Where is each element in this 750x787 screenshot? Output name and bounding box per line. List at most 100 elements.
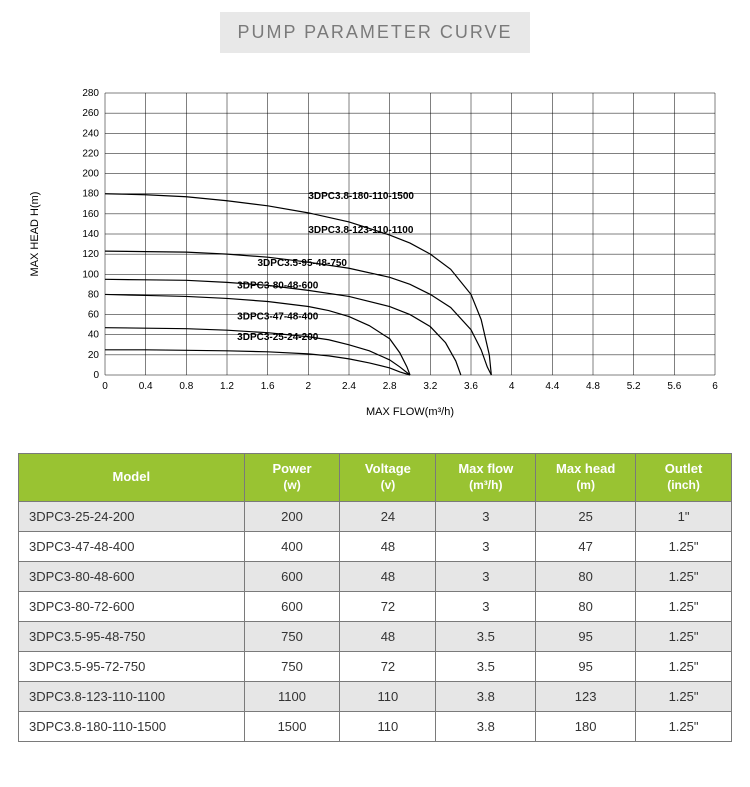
chart-svg: 0204060801001201401601802002202402602800… xyxy=(20,83,730,423)
cell-maxhead: 180 xyxy=(536,711,636,741)
svg-text:6: 6 xyxy=(712,381,718,392)
cell-voltage: 72 xyxy=(340,651,436,681)
svg-text:180: 180 xyxy=(82,189,99,200)
cell-model: 3DPC3-80-48-600 xyxy=(19,561,245,591)
cell-model: 3DPC3.5-95-72-750 xyxy=(19,651,245,681)
table-row: 3DPC3.8-123-110-110011001103.81231.25" xyxy=(19,681,732,711)
cell-maxhead: 95 xyxy=(536,621,636,651)
svg-text:5.6: 5.6 xyxy=(667,381,681,392)
cell-maxhead: 80 xyxy=(536,591,636,621)
svg-text:280: 280 xyxy=(82,88,99,99)
svg-text:0: 0 xyxy=(93,370,99,381)
cell-power: 1100 xyxy=(244,681,340,711)
pump-curve-chart: 0204060801001201401601802002202402602800… xyxy=(20,83,730,423)
svg-text:2.4: 2.4 xyxy=(342,381,356,392)
cell-voltage: 48 xyxy=(340,561,436,591)
cell-outlet: 1.25" xyxy=(636,561,732,591)
cell-model: 3DPC3.5-95-48-750 xyxy=(19,621,245,651)
cell-outlet: 1.25" xyxy=(636,621,732,651)
svg-text:3DPC3-47-48-400: 3DPC3-47-48-400 xyxy=(237,312,319,323)
table-row: 3DPC3.8-180-110-150015001103.81801.25" xyxy=(19,711,732,741)
table-row: 3DPC3.5-95-48-750750483.5951.25" xyxy=(19,621,732,651)
svg-text:MAX FLOW(m³/h): MAX FLOW(m³/h) xyxy=(366,406,454,418)
svg-text:260: 260 xyxy=(82,108,99,119)
cell-outlet: 1.25" xyxy=(636,531,732,561)
svg-text:2.8: 2.8 xyxy=(383,381,397,392)
svg-text:120: 120 xyxy=(82,249,99,260)
column-header-maxflow: Max flow(m³/h) xyxy=(436,454,536,502)
table-row: 3DPC3-80-72-600600723801.25" xyxy=(19,591,732,621)
svg-text:240: 240 xyxy=(82,128,99,139)
svg-text:140: 140 xyxy=(82,229,99,240)
cell-voltage: 110 xyxy=(340,681,436,711)
cell-maxflow: 3 xyxy=(436,591,536,621)
cell-voltage: 24 xyxy=(340,501,436,531)
table-row: 3DPC3-47-48-400400483471.25" xyxy=(19,531,732,561)
cell-model: 3DPC3.8-123-110-1100 xyxy=(19,681,245,711)
svg-text:3DPC3-25-24-200: 3DPC3-25-24-200 xyxy=(237,332,319,343)
cell-model: 3DPC3-25-24-200 xyxy=(19,501,245,531)
svg-text:5.2: 5.2 xyxy=(627,381,641,392)
svg-text:0.4: 0.4 xyxy=(139,381,153,392)
cell-maxflow: 3 xyxy=(436,501,536,531)
cell-model: 3DPC3-47-48-400 xyxy=(19,531,245,561)
table-row: 3DPC3-80-48-600600483801.25" xyxy=(19,561,732,591)
svg-text:20: 20 xyxy=(88,350,100,361)
cell-outlet: 1" xyxy=(636,501,732,531)
cell-maxflow: 3 xyxy=(436,561,536,591)
cell-outlet: 1.25" xyxy=(636,591,732,621)
cell-voltage: 110 xyxy=(340,711,436,741)
svg-text:4.4: 4.4 xyxy=(545,381,559,392)
spec-table-head: ModelPower(w)Voltage(v)Max flow(m³/h)Max… xyxy=(19,454,732,502)
table-row: 3DPC3-25-24-200200243251" xyxy=(19,501,732,531)
cell-power: 400 xyxy=(244,531,340,561)
svg-text:3DPC3.8-180-110-1500: 3DPC3.8-180-110-1500 xyxy=(308,191,414,202)
cell-voltage: 48 xyxy=(340,531,436,561)
cell-model: 3DPC3.8-180-110-1500 xyxy=(19,711,245,741)
column-header-power: Power(w) xyxy=(244,454,340,502)
svg-text:3.2: 3.2 xyxy=(423,381,437,392)
svg-text:2: 2 xyxy=(306,381,312,392)
column-header-model: Model xyxy=(19,454,245,502)
svg-text:0: 0 xyxy=(102,381,108,392)
spec-table-body: 3DPC3-25-24-200200243251"3DPC3-47-48-400… xyxy=(19,501,732,741)
svg-text:4.8: 4.8 xyxy=(586,381,600,392)
svg-text:MAX HEAD H(m): MAX HEAD H(m) xyxy=(29,192,41,277)
cell-maxflow: 3.8 xyxy=(436,711,536,741)
page-title: PUMP PARAMETER CURVE xyxy=(220,12,530,53)
spec-table-header-row: ModelPower(w)Voltage(v)Max flow(m³/h)Max… xyxy=(19,454,732,502)
cell-outlet: 1.25" xyxy=(636,711,732,741)
svg-text:0.8: 0.8 xyxy=(179,381,193,392)
cell-maxflow: 3.5 xyxy=(436,651,536,681)
svg-text:160: 160 xyxy=(82,209,99,220)
column-header-maxhead: Max head(m) xyxy=(536,454,636,502)
svg-text:3.6: 3.6 xyxy=(464,381,478,392)
table-row: 3DPC3.5-95-72-750750723.5951.25" xyxy=(19,651,732,681)
svg-text:1.2: 1.2 xyxy=(220,381,234,392)
cell-maxhead: 25 xyxy=(536,501,636,531)
svg-text:3DPC3.8-123-110-1100: 3DPC3.8-123-110-1100 xyxy=(308,225,414,236)
cell-voltage: 48 xyxy=(340,621,436,651)
svg-text:100: 100 xyxy=(82,269,99,280)
svg-text:200: 200 xyxy=(82,169,99,180)
svg-text:4: 4 xyxy=(509,381,515,392)
cell-power: 750 xyxy=(244,651,340,681)
cell-outlet: 1.25" xyxy=(636,651,732,681)
column-header-outlet: Outlet(inch) xyxy=(636,454,732,502)
cell-voltage: 72 xyxy=(340,591,436,621)
svg-text:60: 60 xyxy=(88,310,100,321)
cell-power: 600 xyxy=(244,591,340,621)
cell-maxflow: 3.5 xyxy=(436,621,536,651)
cell-maxhead: 47 xyxy=(536,531,636,561)
cell-maxhead: 123 xyxy=(536,681,636,711)
cell-model: 3DPC3-80-72-600 xyxy=(19,591,245,621)
svg-text:80: 80 xyxy=(88,289,100,300)
cell-maxhead: 95 xyxy=(536,651,636,681)
cell-power: 200 xyxy=(244,501,340,531)
svg-text:1.6: 1.6 xyxy=(261,381,275,392)
cell-maxhead: 80 xyxy=(536,561,636,591)
svg-text:40: 40 xyxy=(88,330,100,341)
cell-maxflow: 3 xyxy=(436,531,536,561)
spec-table: ModelPower(w)Voltage(v)Max flow(m³/h)Max… xyxy=(18,453,732,742)
svg-text:3DPC3-80-48-600: 3DPC3-80-48-600 xyxy=(237,280,319,291)
